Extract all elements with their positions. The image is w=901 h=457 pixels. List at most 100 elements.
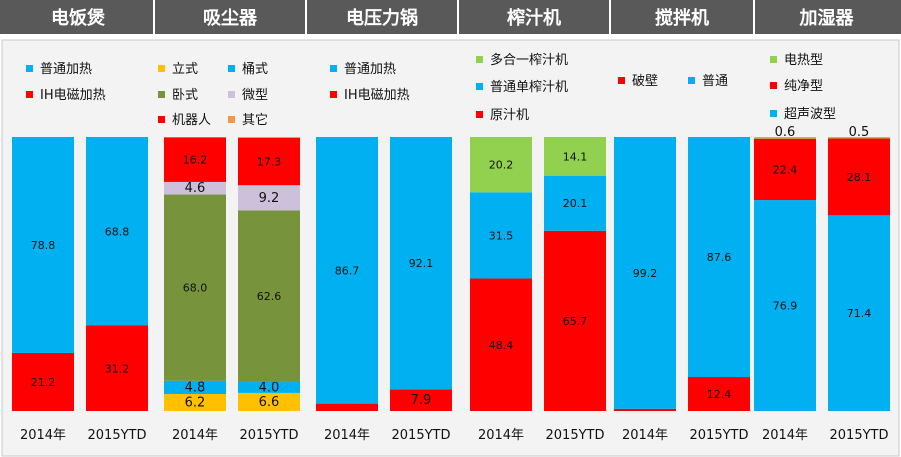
data-label: 17.3 <box>257 156 282 169</box>
data-label: 87.6 <box>707 251 732 264</box>
legend-label: IH电磁加热 <box>344 88 410 103</box>
panel-title: 吸尘器 <box>203 8 258 29</box>
panel-title: 榨汁机 <box>507 7 561 29</box>
data-label: 14.1 <box>563 150 588 163</box>
bar-segment <box>544 175 606 231</box>
legend-item: IH电磁加热 <box>26 88 106 103</box>
data-label: 16.2 <box>183 154 208 167</box>
stacked-bar: 6.64.0 62.6 9.2 17.3 <box>238 137 300 411</box>
legend-item: 多合一榨汁机 <box>476 52 568 68</box>
bar-segment <box>164 137 226 182</box>
legend: 普通加热 IH电磁加热 <box>330 62 410 103</box>
bar-segment <box>238 137 300 138</box>
stacked-bar: 0.899.2 <box>614 137 676 412</box>
legend-item: 桶式 <box>228 62 268 77</box>
legend-swatch <box>476 83 483 90</box>
bar-segment <box>238 381 300 393</box>
bar-segment <box>12 352 74 411</box>
legend-swatch <box>688 77 695 84</box>
category-label: 2014年 <box>762 428 808 443</box>
bar-segment <box>164 194 226 381</box>
category-label: 2015YTD <box>392 428 451 443</box>
category-label: 2015YTD <box>546 428 605 443</box>
legend-item: 其它 <box>228 112 268 128</box>
bar-segment <box>828 215 890 411</box>
category-label: 2015YTD <box>88 428 147 443</box>
panel-title: 加湿器 <box>799 8 855 29</box>
legend-item: 超声波型 <box>770 107 836 122</box>
data-label: 6.2 <box>185 396 206 411</box>
bar-segment <box>614 137 676 409</box>
legend: 破壁 普通 <box>618 74 728 89</box>
data-label: 0.6 <box>775 125 796 140</box>
bar-segment <box>86 137 148 326</box>
stacked-bar: 71.4 28.1 0.5 <box>828 125 890 411</box>
data-label: 99.2 <box>633 267 658 280</box>
legend-label: 立式 <box>172 62 198 77</box>
bar-segment <box>470 137 532 193</box>
legend-item: 卧式 <box>158 88 198 103</box>
data-label: 9.2 <box>259 191 280 206</box>
data-label: 78.8 <box>31 239 56 252</box>
bar-segment <box>238 185 300 211</box>
bar-segment <box>688 137 750 378</box>
data-label: 7.9 <box>411 393 432 408</box>
chart-panel: 普通加热 IH电磁加热 21.2 78.8 2014年 31.2 68.8 2015YTD <box>12 62 148 443</box>
stacked-bar: 21.2 78.8 <box>12 137 74 411</box>
legend-swatch <box>228 116 235 123</box>
legend-label: 其它 <box>242 112 268 128</box>
data-label: 4.8 <box>185 380 206 395</box>
legend-item: 普通加热 <box>330 62 396 77</box>
panel-title: 搅拌机 <box>655 7 709 29</box>
legend-label: 普通加热 <box>344 62 396 77</box>
category-label: 2015YTD <box>830 428 889 443</box>
category-label: 2015YTD <box>690 428 749 443</box>
data-label: 71.4 <box>847 307 872 320</box>
bar-segment <box>544 137 606 176</box>
bar-segment <box>238 210 300 382</box>
legend-swatch <box>770 110 777 117</box>
legend-item: 微型 <box>228 88 268 103</box>
data-label: 20.2 <box>489 159 514 172</box>
legend-label: 普通 <box>702 74 728 89</box>
legend-swatch <box>476 111 483 118</box>
bar-segment <box>828 138 890 216</box>
bar-segment <box>390 389 452 411</box>
legend-label: 普通单榨汁机 <box>490 79 568 95</box>
legend-label: 破壁 <box>632 74 658 89</box>
legend-swatch <box>158 91 165 98</box>
category-label: 2014年 <box>324 428 370 443</box>
legend-swatch <box>26 65 33 72</box>
bar-segment <box>470 278 532 411</box>
data-label: 65.7 <box>563 315 588 328</box>
bar-segment <box>316 137 378 404</box>
bar-segment <box>828 137 890 139</box>
legend-swatch <box>26 91 33 98</box>
legend-item: IH电磁加热 <box>330 88 410 103</box>
category-label: 2014年 <box>622 428 668 443</box>
legend-item: 纯净型 <box>770 79 823 94</box>
legend-item: 普通单榨汁机 <box>476 79 568 95</box>
data-label: 31.2 <box>105 362 130 375</box>
chart-panel: 普通加热 IH电磁加热 2.486.7 2014年 7.9 92.1 2015YTD <box>316 62 452 443</box>
header-bar <box>0 0 901 34</box>
stacked-bar: 7.9 92.1 <box>390 137 452 411</box>
stacked-bar: 12.4 87.6 <box>688 137 750 411</box>
legend-label: 超声波型 <box>784 107 836 122</box>
stacked-bar: 48.4 31.5 20.2 <box>470 137 532 411</box>
data-label: 21.2 <box>31 376 56 389</box>
stacked-bar: 2.486.7 <box>316 137 378 411</box>
legend-item: 电热型 <box>770 53 823 68</box>
bar-segment <box>470 192 532 279</box>
data-label: 68.8 <box>105 225 130 238</box>
stacked-bar: 6.24.8 68.0 4.6 16.2 <box>164 137 226 411</box>
bar-segment <box>238 392 300 411</box>
legend-label: 普通加热 <box>40 62 92 77</box>
data-label: 4.0 <box>259 380 280 395</box>
legend-label: 微型 <box>242 88 268 103</box>
panel-title: 电压力锅 <box>346 7 418 29</box>
